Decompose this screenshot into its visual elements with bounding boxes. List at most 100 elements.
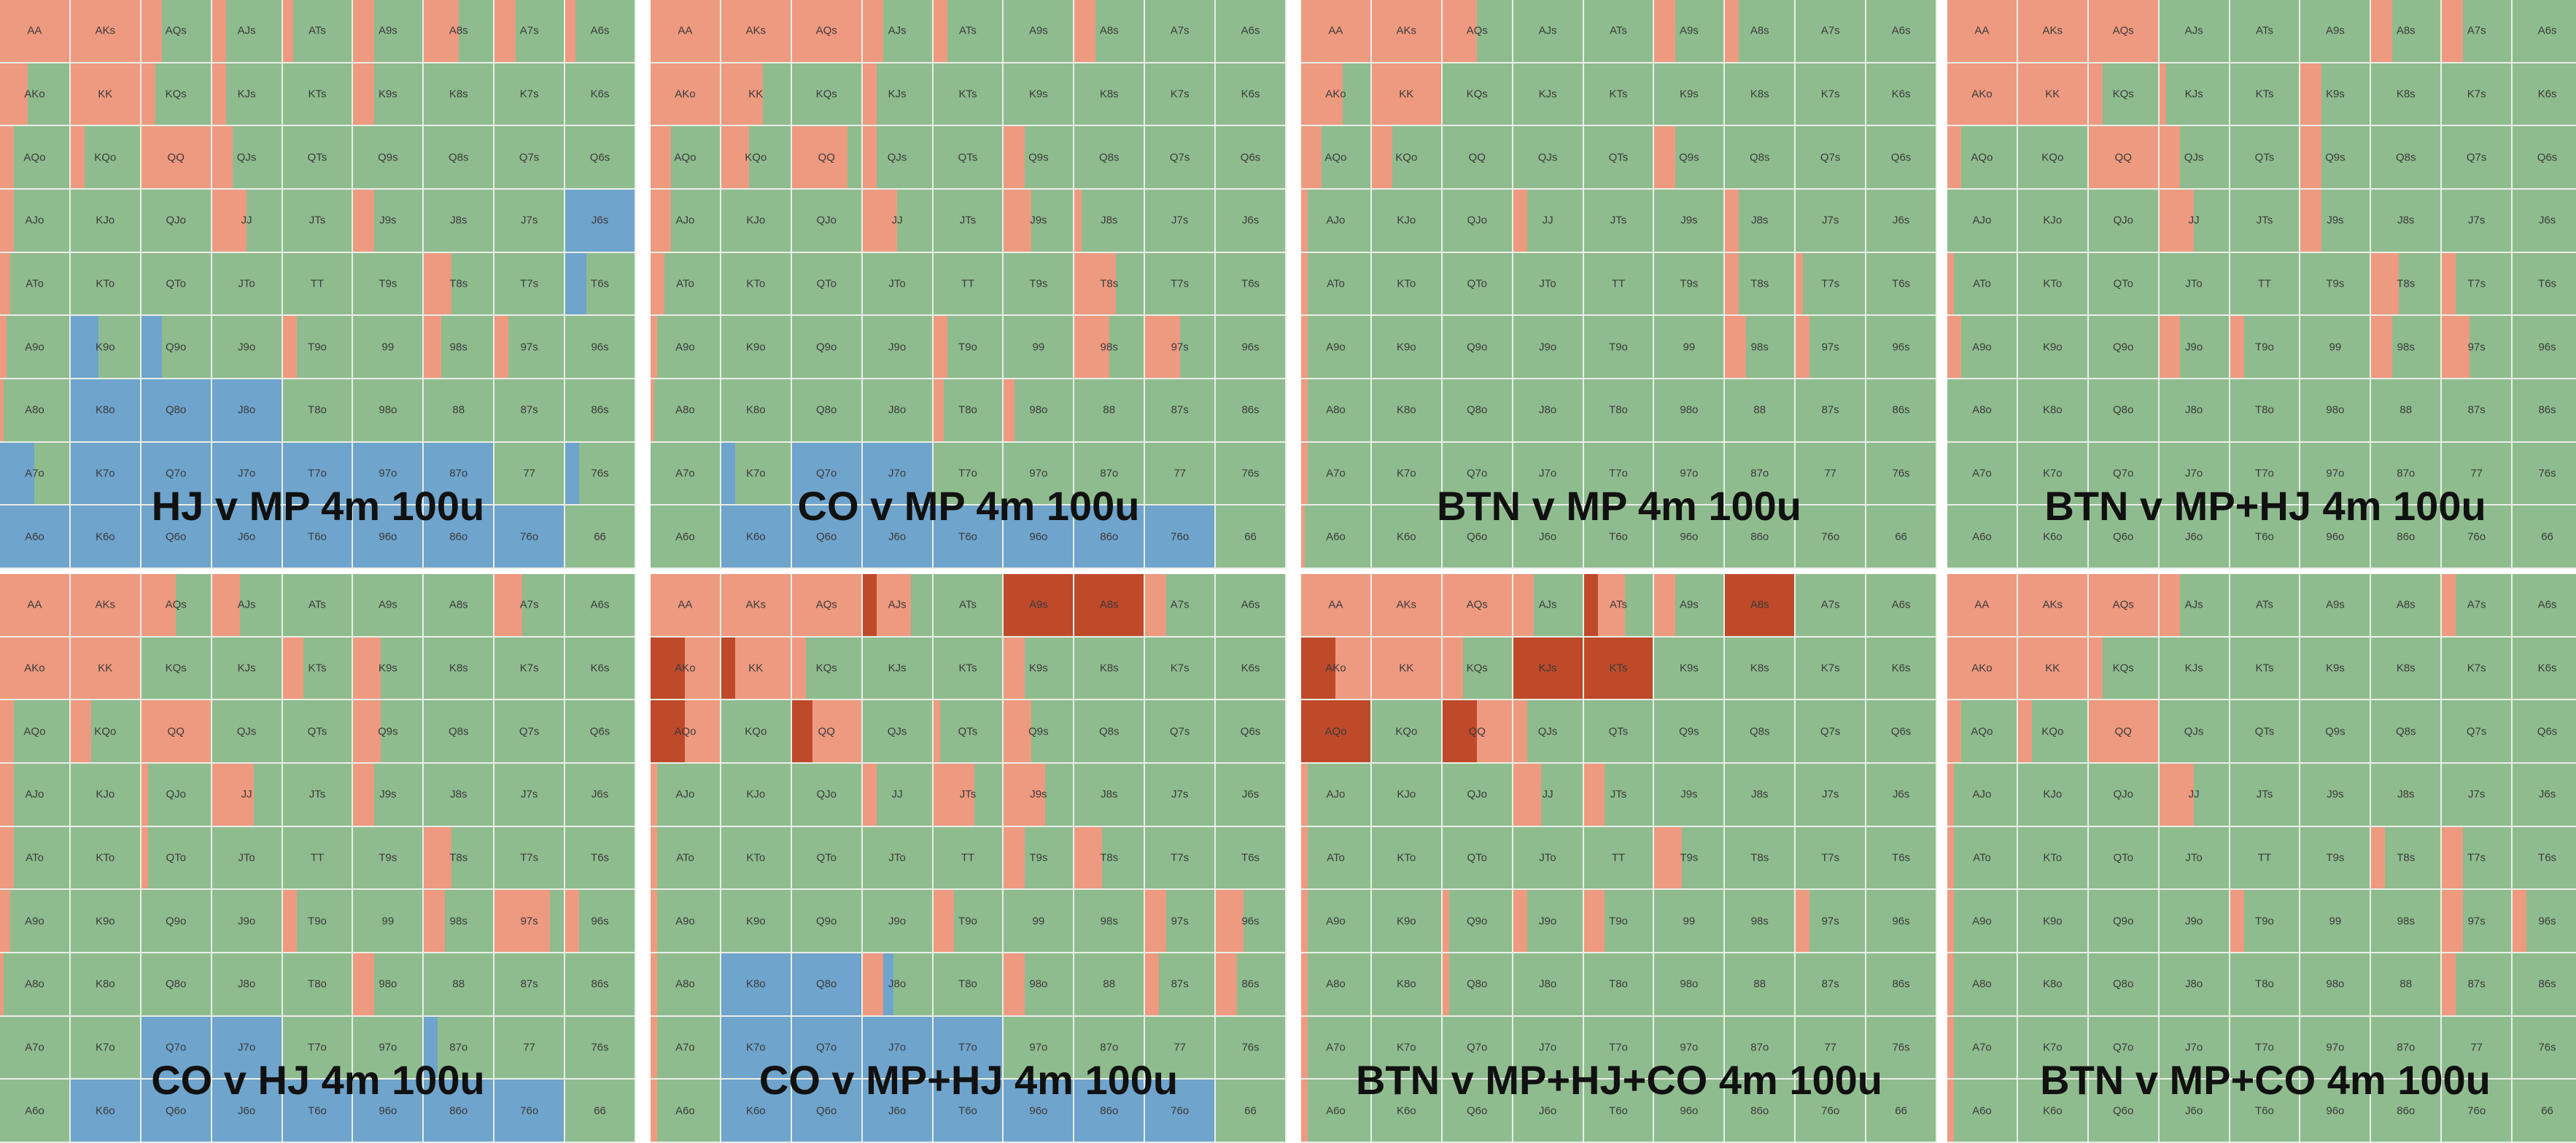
hand-label: 97s xyxy=(520,915,538,928)
hand-label: KQs xyxy=(165,88,187,101)
hand-cell: Q7s xyxy=(1796,700,1867,764)
hand-label: A8s xyxy=(2396,598,2416,611)
hand-label: Q8s xyxy=(2396,151,2416,164)
hand-cell: 86s xyxy=(2513,953,2576,1017)
hand-cell: AJo xyxy=(0,764,71,827)
hand-label: AQo xyxy=(674,151,697,164)
raise-segment xyxy=(1004,190,1032,252)
hand-label: AJo xyxy=(25,214,44,227)
hand-cell: Q7s xyxy=(1145,700,1217,764)
hand-cell: T6s xyxy=(1866,826,1937,891)
hand-cell: 86o xyxy=(424,505,495,569)
call-segment xyxy=(141,442,211,505)
raise-segment xyxy=(0,890,11,952)
hand-label: QJo xyxy=(816,214,837,227)
hand-cell: Q9o xyxy=(2088,890,2160,953)
hand-cell: KJo xyxy=(721,190,792,253)
hand-label: Q7s xyxy=(1820,151,1841,164)
hand-cell: 66 xyxy=(2513,1080,2576,1143)
raise-segment xyxy=(685,700,720,762)
raise-segment xyxy=(1301,63,1343,125)
hand-cell: K9s xyxy=(1004,63,1075,127)
hand-label: KTo xyxy=(96,277,115,290)
raise-segment xyxy=(2371,0,2392,62)
hand-cell: KK xyxy=(70,637,141,701)
raise-big-segment xyxy=(791,700,813,762)
hand-label: AKs xyxy=(2042,598,2063,611)
hand-cell: J9s xyxy=(1004,190,1075,253)
raise-segment xyxy=(1442,637,1464,700)
raise-segment xyxy=(1371,574,1441,636)
hand-cell: AJo xyxy=(0,190,71,253)
hand-cell: T8o xyxy=(282,953,354,1017)
hand-label: KJo xyxy=(2043,788,2063,801)
hand-label: 97o xyxy=(1680,467,1699,480)
hand-cell: ATo xyxy=(1947,252,2018,317)
hand-cell: 86s xyxy=(1216,953,1287,1017)
hand-cell: Q9o xyxy=(141,316,212,379)
hand-cell: J9s xyxy=(353,190,424,253)
hand-label: A9s xyxy=(1679,598,1699,611)
hand-cell: J8o xyxy=(862,379,934,443)
hand-cell: J8s xyxy=(1725,764,1796,827)
hand-cell: A7s xyxy=(1145,0,1217,63)
range-chart-title: BTN v MP+CO 4m 100u xyxy=(2040,1057,2491,1103)
hand-cell: KTs xyxy=(2230,637,2301,701)
hand-cell: A8s xyxy=(424,0,495,63)
hand-cell: 77 xyxy=(1145,1016,1217,1080)
call-segment xyxy=(791,442,861,505)
hand-label: Q6s xyxy=(589,151,610,164)
hand-label: 66 xyxy=(594,530,606,543)
hand-label: 87o xyxy=(1750,1041,1769,1054)
hand-cell: 76o xyxy=(1796,1080,1867,1143)
hand-label: J9s xyxy=(1030,214,1047,227)
hand-cell: 96s xyxy=(1866,890,1937,953)
hand-label: A8s xyxy=(1099,598,1119,611)
hand-cell: T9o xyxy=(2230,316,2301,379)
raise-segment xyxy=(1477,700,1512,762)
hand-label: AKo xyxy=(675,662,696,675)
hand-cell: KJs xyxy=(1513,63,1584,127)
hand-cell: QTo xyxy=(1442,252,1513,317)
hand-cell: T9s xyxy=(353,826,424,891)
hand-label: 88 xyxy=(452,977,465,991)
raise-segment xyxy=(651,0,720,62)
raise-segment xyxy=(2017,0,2087,62)
hand-label: K6s xyxy=(2537,662,2557,675)
hand-cell: J9s xyxy=(2300,190,2372,253)
hand-label: AQo xyxy=(1971,725,1993,738)
hand-label: J7s xyxy=(520,214,538,227)
hand-cell: A6o xyxy=(1947,505,2018,569)
hand-cell: AKo xyxy=(651,637,721,701)
hand-label: 66 xyxy=(2541,530,2553,543)
hand-cell: AKs xyxy=(70,574,141,638)
hand-label: KQs xyxy=(165,662,187,675)
hand-label: KJo xyxy=(746,214,766,227)
hand-cell: T7s xyxy=(494,252,566,317)
hand-cell: Q6s xyxy=(2513,700,2576,764)
hand-label: T6o xyxy=(2255,1104,2274,1117)
hand-label: 87o xyxy=(449,1041,468,1054)
hand-label: T8o xyxy=(2255,403,2274,416)
hand-label: T8o xyxy=(1609,977,1628,991)
hand-cell: K7o xyxy=(2017,1016,2089,1080)
hand-cell: Q6o xyxy=(141,1080,212,1143)
hand-label: A9o xyxy=(1972,915,1992,928)
hand-label: T6s xyxy=(1241,851,1260,864)
hand-label: AJo xyxy=(25,788,44,801)
hand-cell: AKo xyxy=(1301,637,1372,701)
hand-label: QQ xyxy=(167,725,185,738)
hand-cell: 77 xyxy=(494,442,566,506)
hand-cell: KK xyxy=(721,63,792,127)
hand-label: Q9s xyxy=(378,151,398,164)
hand-label: 88 xyxy=(1753,977,1766,991)
range-chart-title: HJ v MP 4m 100u xyxy=(151,483,485,529)
hand-cell: T6o xyxy=(933,1080,1004,1143)
hand-label: A7o xyxy=(1326,467,1346,480)
hand-cell: Q9s xyxy=(2300,700,2372,764)
hand-label: A6s xyxy=(1241,598,1260,611)
hand-cell: T6s xyxy=(1216,252,1287,317)
hand-label: KJs xyxy=(888,662,907,675)
hand-cell: A6o xyxy=(1301,1080,1372,1143)
hand-cell: A9s xyxy=(2300,574,2372,638)
